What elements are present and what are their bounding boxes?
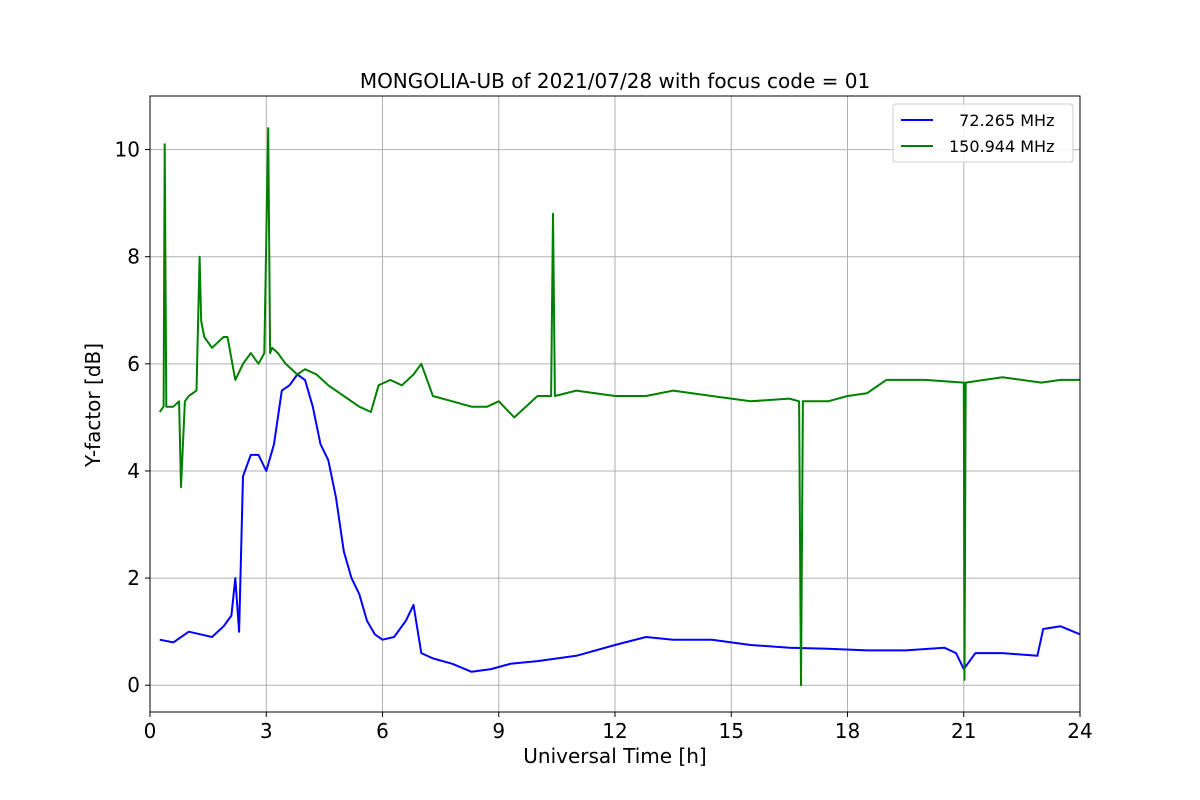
- legend-entry-label: 150.944 MHz: [949, 137, 1054, 156]
- legend-box: [892, 103, 1074, 163]
- x-axis-label: Universal Time [h]: [523, 744, 706, 768]
- x-tick-label: 12: [602, 719, 627, 743]
- y-tick-label: 10: [115, 138, 140, 162]
- x-tick-label: 15: [719, 719, 744, 743]
- y-tick-label: 8: [127, 245, 140, 269]
- y-tick-label: 2: [127, 566, 140, 590]
- legend: 72.265 MHz 150.944 MHz: [892, 103, 1074, 163]
- series-layer: [158, 127, 1081, 687]
- y-tick-label: 0: [127, 673, 140, 697]
- series-line-0: [159, 373, 1081, 673]
- x-tick-label: 24: [1067, 719, 1092, 743]
- y-tick-label: 6: [127, 352, 140, 376]
- y-tick-label: 4: [127, 459, 140, 483]
- chart-title: MONGOLIA-UB of 2021/07/28 with focus cod…: [360, 69, 870, 93]
- x-tick-label: 0: [144, 719, 157, 743]
- legend-entry-label: 72.265 MHz: [949, 111, 1054, 130]
- x-tick-label: 3: [260, 719, 273, 743]
- series-line-1: [158, 127, 1080, 687]
- x-tick-label: 18: [835, 719, 860, 743]
- x-tick-label: 21: [951, 719, 976, 743]
- x-tick-label: 6: [376, 719, 389, 743]
- x-tick-label: 9: [492, 719, 505, 743]
- y-axis-label: Y-factor [dB]: [81, 343, 105, 468]
